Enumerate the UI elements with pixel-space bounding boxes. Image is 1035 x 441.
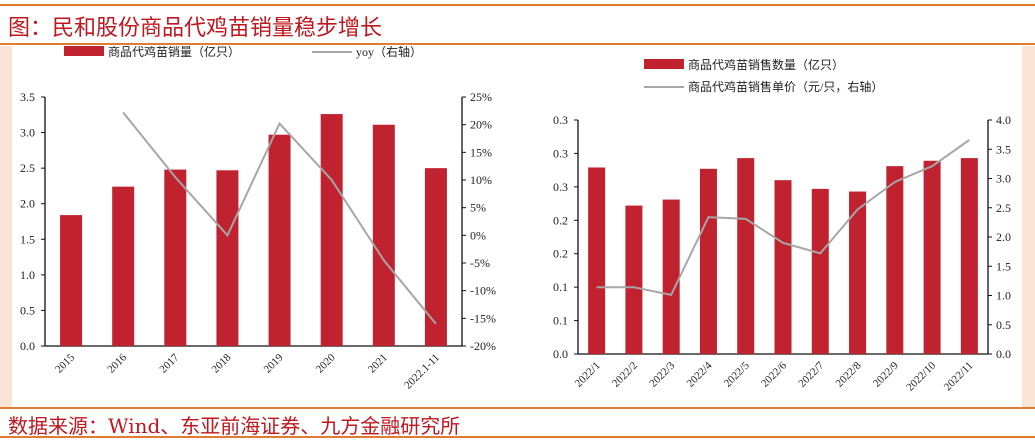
- x-tick-label: 2019: [262, 351, 286, 375]
- bar-2022/4: [699, 168, 717, 354]
- right-tick-label: 2.0: [996, 230, 1011, 244]
- right-tick-label: 5%: [470, 201, 486, 215]
- x-tick-label: 2021: [366, 352, 390, 376]
- right-tick-label: 25%: [470, 90, 492, 104]
- legend-label-2: 商品代鸡苗销售单价（元/只，右轴）: [688, 79, 883, 94]
- left-tick-label: 2.0: [20, 197, 35, 211]
- right-tick-label: 2.5: [996, 201, 1011, 215]
- bar-2020: [320, 114, 343, 347]
- legend-label-2: yoy（右轴）: [356, 46, 422, 59]
- right-margin-band: [1022, 46, 1035, 407]
- left-tick-label: 0.2: [553, 247, 568, 261]
- bar-2018: [216, 170, 239, 346]
- source-top-rule: [0, 407, 1035, 409]
- figure-title: 图：民和股份商品代鸡苗销量稳步增长: [8, 16, 383, 41]
- bar-2016: [112, 186, 135, 346]
- right-tick-label: -10%: [470, 284, 496, 298]
- right-tick-label: 20%: [470, 118, 492, 132]
- left-tick-label: 2.5: [20, 161, 35, 175]
- bar-2017: [164, 169, 187, 346]
- x-tick-label: 2015: [53, 351, 77, 375]
- x-tick-label: 2022/7: [796, 359, 826, 389]
- bar-2022/3: [662, 199, 680, 354]
- chart-sales-volume-yearly: 商品代鸡苗销量（亿只） yoy（右轴） 0.0 0.5 1.0 1.5 2.0 2.5 3.0 3…: [20, 46, 496, 392]
- bar-2015: [60, 215, 83, 346]
- bar-2022/9: [886, 166, 904, 354]
- x-tick-label: 2018: [210, 351, 234, 375]
- x-tick-label: 2022/5: [722, 359, 752, 389]
- bar-2019: [268, 134, 291, 346]
- x-tick-label: 2022/2: [610, 360, 640, 390]
- right-tick-label: 0.5: [996, 318, 1011, 332]
- bar-2022/2: [625, 205, 643, 354]
- x-tick-label: 2022/1: [573, 360, 603, 390]
- right-tick-label: 3.5: [996, 142, 1011, 156]
- right-tick-label: 4.0: [996, 113, 1011, 127]
- x-tick-label: 2022/10: [904, 359, 938, 393]
- right-tick-label: 1.0: [996, 289, 1011, 303]
- left-tick-label: 0.0: [553, 347, 568, 361]
- x-tick-label: 2017: [157, 351, 181, 375]
- left-tick-label: 0.3: [553, 146, 568, 160]
- left-tick-label: 0.1: [553, 314, 568, 328]
- left-tick-label: 3.5: [20, 90, 35, 104]
- legend-bar-swatch: [64, 46, 104, 56]
- right-tick-label: 15%: [470, 145, 492, 159]
- bar-2022/7: [811, 188, 829, 354]
- right-tick-label: 0.0: [996, 347, 1011, 361]
- left-margin-band: [0, 46, 12, 407]
- right-tick-label: -5%: [470, 256, 490, 270]
- x-tick-label: 2022/6: [759, 359, 789, 389]
- chart-sales-monthly: 商品代鸡苗销售数量（亿只） 商品代鸡苗销售单价（元/只，右轴） 0.0 0.1 0.1 0…: [553, 57, 1011, 394]
- bar-2021: [372, 124, 395, 346]
- x-tick-label: 2022.1-11: [402, 352, 442, 392]
- left-tick-label: 0.3: [553, 113, 568, 127]
- x-tick-label: 2022/8: [834, 359, 864, 389]
- left-tick-label: 3.0: [20, 126, 35, 140]
- legend-label-1: 商品代鸡苗销售数量（亿只）: [688, 57, 844, 72]
- left-tick-label: 0.5: [20, 303, 35, 317]
- right-tick-label: 1.5: [996, 259, 1011, 273]
- left-tick-label: 0.0: [20, 339, 35, 353]
- bar-2022/5: [737, 158, 755, 354]
- left-tick-label: 0.1: [553, 280, 568, 294]
- x-tick-label: 2022/11: [942, 360, 976, 394]
- left-tick-label: 1.5: [20, 232, 35, 246]
- legend-label-1: 商品代鸡苗销量（亿只）: [108, 46, 240, 59]
- right-tick-label: 10%: [470, 173, 492, 187]
- x-tick-label: 2022/3: [647, 359, 677, 389]
- x-tick-label: 2016: [105, 351, 129, 375]
- left-tick-label: 1.0: [20, 268, 35, 282]
- left-tick-label: 0.3: [553, 180, 568, 194]
- bar-2022/6: [774, 180, 792, 354]
- bottom-rule: [0, 436, 1035, 438]
- bar-2022/8: [849, 191, 867, 354]
- top-rule: [0, 4, 1035, 6]
- title-rule: [0, 43, 1035, 45]
- bar-2022/10: [923, 160, 941, 354]
- legend-bar-swatch: [644, 59, 684, 69]
- x-tick-label: 2022/9: [871, 359, 901, 389]
- bar-2022/1: [588, 167, 606, 354]
- left-tick-label: 0.2: [553, 213, 568, 227]
- right-tick-label: 3.0: [996, 172, 1011, 186]
- right-tick-label: -20%: [470, 339, 496, 353]
- bar-2022/11: [960, 158, 978, 354]
- x-tick-label: 2022/4: [684, 359, 714, 389]
- data-source: 数据来源：Wind、东亚前海证券、九方金融研究所: [8, 414, 461, 438]
- x-tick-label: 2020: [314, 351, 338, 375]
- right-tick-label: -15%: [470, 311, 496, 325]
- bar-2022.1-11: [424, 168, 447, 346]
- right-tick-label: 0%: [470, 228, 486, 242]
